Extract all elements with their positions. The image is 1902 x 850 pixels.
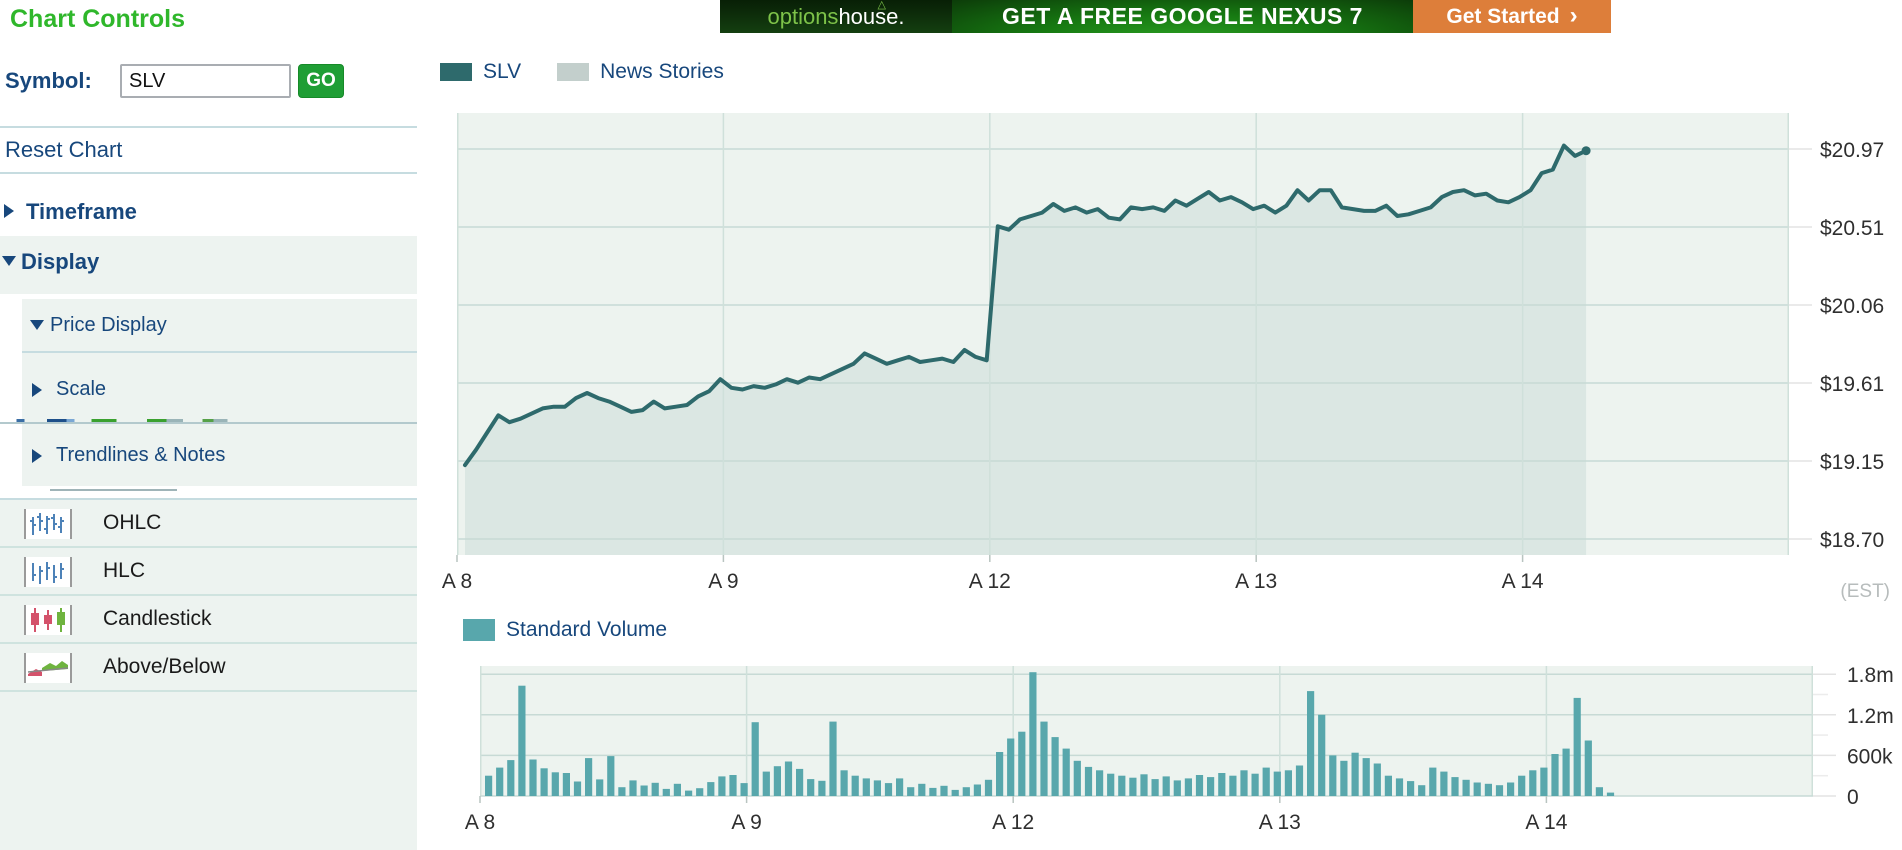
- sidebar-item-label: Display: [21, 249, 100, 274]
- sidebar-item-timeframe[interactable]: Timeframe: [0, 197, 417, 235]
- ad-headline: GET A FREE GOOGLE NEXUS 7: [952, 0, 1413, 33]
- sidebar: Chart Controls Symbol: GO Reset Chart Ti…: [0, 0, 417, 850]
- divider: [50, 489, 177, 491]
- house-roof-icon: △: [877, 0, 886, 11]
- volume-chart: 1.8m 1.2m 600k 0 A 8 A 9 A 12 A 13 A 14: [465, 664, 1894, 834]
- svg-text:600k: 600k: [1847, 745, 1893, 768]
- section-gap: [0, 294, 417, 299]
- standard-volume-swatch: [463, 619, 495, 641]
- divider: [0, 498, 417, 500]
- legend-item-slv: SLV: [440, 60, 521, 84]
- chevron-right-icon: ›: [1569, 1, 1578, 29]
- reset-chart-link[interactable]: Reset Chart: [5, 137, 123, 162]
- svg-text:$20.97: $20.97: [1820, 139, 1884, 162]
- divider: [0, 422, 417, 424]
- sidebar-item-trendlines-notes[interactable]: Trendlines & Notes: [0, 442, 417, 478]
- go-button[interactable]: GO: [298, 64, 344, 98]
- divider: [0, 546, 417, 548]
- volume-chart-legend: Standard Volume: [463, 618, 691, 642]
- svg-text:A 14: A 14: [1525, 811, 1567, 834]
- slv-swatch: [440, 63, 472, 81]
- above-below-icon: [24, 653, 72, 683]
- legend-label: SLV: [483, 60, 522, 83]
- brand-text: house.: [838, 3, 905, 29]
- svg-text:$20.51: $20.51: [1820, 217, 1884, 240]
- symbol-label: Symbol:: [5, 68, 92, 93]
- svg-text:1.8m: 1.8m: [1847, 664, 1894, 687]
- svg-text:A 14: A 14: [1502, 570, 1544, 593]
- divider: [22, 351, 417, 353]
- divider: [0, 172, 417, 174]
- divider: [0, 594, 417, 596]
- svg-text:(EST): (EST): [1840, 581, 1890, 602]
- sub-gutter: [0, 299, 22, 500]
- sidebar-item-price-display[interactable]: Price Display: [0, 312, 417, 348]
- svg-text:0: 0: [1847, 786, 1859, 809]
- divider: [0, 642, 417, 644]
- sidebar-item-label: Above/Below: [103, 655, 226, 678]
- svg-text:A 12: A 12: [969, 570, 1011, 593]
- legend-label: News Stories: [600, 60, 724, 83]
- sidebar-item-above-below[interactable]: Above/Below: [0, 644, 417, 692]
- legend-item-news-stories: News Stories: [557, 60, 724, 84]
- display-section-background: [0, 236, 417, 850]
- ad-banner[interactable]: options house. △ GET A FREE GOOGLE NEXUS …: [720, 0, 1611, 33]
- svg-text:$20.06: $20.06: [1820, 295, 1884, 318]
- sidebar-item-label: Scale: [56, 378, 107, 400]
- divider: [0, 126, 417, 128]
- symbol-input[interactable]: [120, 64, 291, 98]
- svg-text:A 12: A 12: [992, 811, 1034, 834]
- svg-text:A 13: A 13: [1235, 570, 1277, 593]
- svg-text:$19.61: $19.61: [1820, 373, 1884, 396]
- price-chart: $20.97 $20.51 $20.06 $19.61 $19.15 $18.70 A 8 A…: [442, 113, 1890, 602]
- svg-text:A 13: A 13: [1259, 811, 1301, 834]
- chevron-right-icon: [32, 449, 42, 463]
- sidebar-item-label: Price Display: [50, 314, 167, 336]
- sidebar-item-ohlc[interactable]: OHLC: [0, 500, 417, 548]
- svg-text:A 9: A 9: [731, 811, 761, 834]
- sidebar-item-display[interactable]: Display: [0, 247, 417, 291]
- sidebar-item-label: HLC: [103, 559, 146, 582]
- news-stories-swatch: [557, 63, 590, 81]
- sidebar-item-label: OHLC: [103, 511, 162, 534]
- svg-text:A 9: A 9: [708, 570, 738, 593]
- svg-text:$19.15: $19.15: [1820, 451, 1884, 474]
- hlc-icon: [24, 557, 72, 587]
- legend-item-standard-volume: Standard Volume: [463, 618, 667, 642]
- chevron-right-icon: [4, 204, 14, 218]
- sidebar-item-scale[interactable]: Scale: [0, 376, 417, 412]
- svg-text:A 8: A 8: [465, 811, 495, 834]
- brand-text: options: [767, 3, 839, 29]
- page-title: Chart Controls: [10, 5, 185, 33]
- svg-text:A 8: A 8: [442, 570, 472, 593]
- chevron-right-icon: [32, 383, 42, 397]
- ad-cta-button[interactable]: Get Started ›: [1413, 0, 1611, 33]
- chevron-down-icon: [30, 320, 44, 330]
- chevron-down-icon: [2, 256, 16, 266]
- divider: [0, 690, 417, 692]
- ohlc-icon: [24, 509, 72, 539]
- ad-cta-label: Get Started: [1446, 4, 1560, 28]
- sidebar-item-label: Candlestick: [103, 607, 212, 630]
- sidebar-item-label: Timeframe: [26, 199, 137, 224]
- legend-label: Standard Volume: [506, 618, 668, 641]
- price-chart-legend: SLV News Stories: [440, 60, 748, 84]
- sidebar-item-candlestick[interactable]: Candlestick: [0, 596, 417, 644]
- svg-text:1.2m: 1.2m: [1847, 705, 1894, 728]
- svg-text:$18.70: $18.70: [1820, 529, 1884, 552]
- candlestick-icon: [24, 605, 72, 635]
- render-artifact: [8, 419, 286, 424]
- sidebar-item-label: Trendlines & Notes: [56, 444, 226, 466]
- optionshouse-logo[interactable]: options house. △: [720, 0, 952, 33]
- sidebar-item-hlc[interactable]: HLC: [0, 548, 417, 596]
